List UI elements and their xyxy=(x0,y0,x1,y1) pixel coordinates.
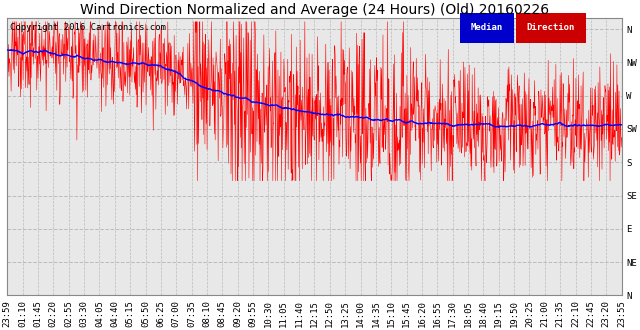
Title: Wind Direction Normalized and Average (24 Hours) (Old) 20160226: Wind Direction Normalized and Average (2… xyxy=(80,3,549,17)
Text: Direction: Direction xyxy=(526,23,575,32)
Text: Median: Median xyxy=(471,23,503,32)
Text: Copyright 2016 Cartronics.com: Copyright 2016 Cartronics.com xyxy=(10,23,166,32)
